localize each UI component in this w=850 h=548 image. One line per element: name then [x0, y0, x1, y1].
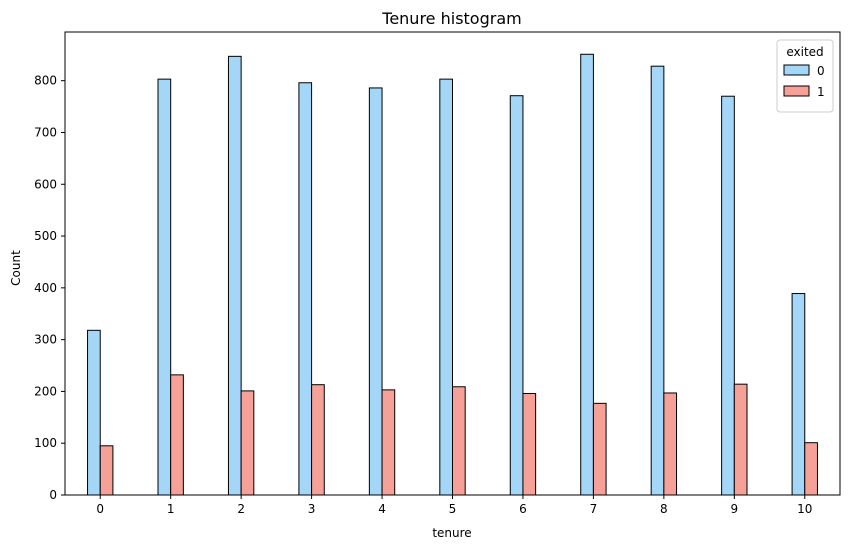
bar-exited-1-tenure-9 — [733, 383, 748, 496]
y-tick-label-600: 600 — [34, 177, 57, 191]
x-tick-label-2: 2 — [237, 502, 245, 516]
bars-layer — [87, 53, 818, 496]
bar-exited-0-tenure-8 — [650, 65, 665, 496]
bar-exited-1-tenure-3 — [311, 384, 325, 496]
y-tick-label-700: 700 — [34, 125, 57, 139]
bar-exited-1-tenure-5 — [452, 386, 466, 496]
x-tick-label-6: 6 — [519, 502, 527, 516]
x-tick-label-10: 10 — [797, 502, 812, 516]
legend-swatch-1 — [783, 85, 810, 97]
bar-exited-0-tenure-1 — [157, 78, 172, 496]
bar-exited-1-tenure-8 — [663, 392, 678, 496]
y-axis-label: Count — [9, 250, 23, 286]
bar-exited-0-tenure-2 — [227, 55, 242, 496]
y-tick-label-300: 300 — [34, 333, 57, 347]
y-tick-label-500: 500 — [34, 229, 57, 243]
x-tick-label-9: 9 — [730, 502, 738, 516]
bar-exited-0-tenure-0 — [87, 329, 101, 496]
x-tick-label-3: 3 — [308, 502, 316, 516]
bar-exited-1-tenure-2 — [240, 390, 255, 496]
x-tick-label-5: 5 — [449, 502, 457, 516]
x-tick-label-1: 1 — [167, 502, 175, 516]
bar-exited-0-tenure-4 — [368, 87, 383, 496]
chart-title: Tenure histogram — [381, 9, 521, 28]
y-tick-label-0: 0 — [49, 488, 57, 502]
bar-exited-0-tenure-5 — [439, 78, 453, 496]
bar-exited-1-tenure-4 — [381, 389, 396, 496]
x-tick-label-7: 7 — [590, 502, 598, 516]
y-tick-label-400: 400 — [34, 281, 57, 295]
legend-label-0: 0 — [817, 64, 825, 78]
bar-exited-1-tenure-6 — [522, 392, 537, 496]
bar-exited-1-tenure-1 — [170, 374, 184, 496]
y-tick-label-800: 800 — [34, 74, 57, 88]
x-tick-label-8: 8 — [660, 502, 668, 516]
legend: exited 0 1 — [776, 39, 834, 113]
bar-exited-0-tenure-3 — [298, 82, 313, 496]
bar-exited-0-tenure-10 — [791, 293, 806, 496]
bar-exited-0-tenure-6 — [509, 95, 524, 496]
y-tick-label-100: 100 — [34, 436, 57, 450]
legend-label-1: 1 — [817, 85, 825, 99]
bar-exited-1-tenure-10 — [804, 442, 818, 496]
bar-exited-1-tenure-7 — [592, 402, 607, 496]
bar-exited-0-tenure-7 — [580, 53, 594, 496]
bar-exited-1-tenure-0 — [99, 445, 114, 496]
y-tick-label-200: 200 — [34, 384, 57, 398]
bar-exited-0-tenure-9 — [721, 95, 735, 496]
legend-title: exited — [786, 45, 823, 59]
x-axis-label: tenure — [432, 526, 471, 540]
legend-swatch-0 — [783, 64, 810, 76]
x-tick-label-4: 4 — [378, 502, 386, 516]
x-tick-label-0: 0 — [96, 502, 104, 516]
